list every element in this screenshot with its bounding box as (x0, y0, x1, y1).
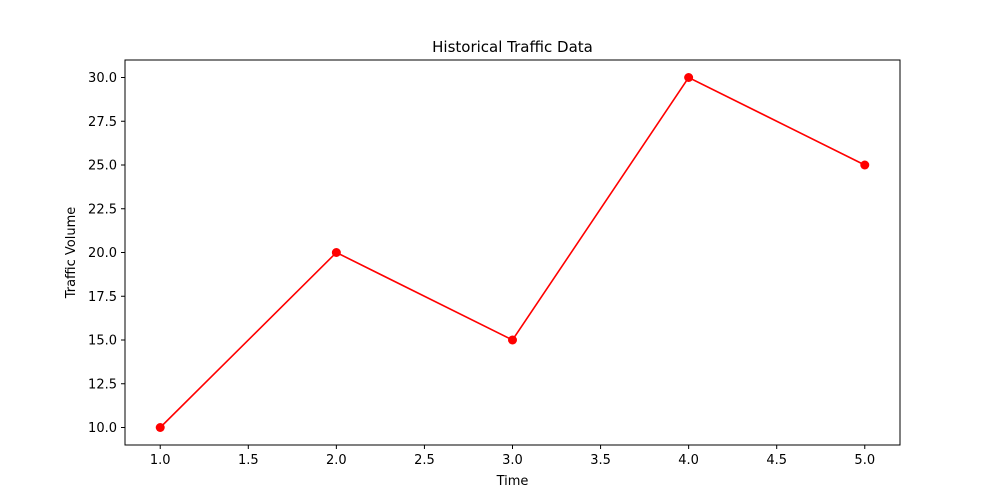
x-axis: 1.0 1.5 2.0 2.5 3.0 3.5 4.0 4.5 5.0 (150, 445, 875, 468)
plot-area (155, 73, 870, 432)
x-tick-label: 1.0 (150, 453, 171, 468)
data-point (331, 248, 341, 257)
y-axis: 10.0 12.5 15.0 17.5 20.0 22.5 25.0 27.5 30.0 (88, 71, 125, 436)
data-point (860, 160, 870, 170)
x-tick-label: 3.5 (590, 453, 611, 468)
x-axis-title: Time (496, 474, 529, 489)
plot-frame (124, 59, 901, 446)
x-tick-label: 2.5 (414, 453, 435, 468)
y-axis-title: Traffic Volume (64, 207, 79, 300)
y-tick-label: 30.0 (88, 71, 117, 86)
y-tick-label: 25.0 (88, 159, 117, 174)
y-tick-label: 20.0 (88, 246, 117, 261)
x-tick-label: 4.0 (678, 453, 699, 468)
y-tick-label: 22.5 (88, 202, 117, 217)
x-tick-label: 5.0 (854, 453, 875, 468)
x-tick-label: 1.5 (238, 453, 259, 468)
y-tick-label: 15.0 (88, 334, 117, 349)
y-tick-label: 27.5 (88, 115, 117, 130)
x-tick-label: 2.0 (326, 453, 347, 468)
series-line (159, 76, 866, 429)
x-tick-label: 4.5 (766, 453, 787, 468)
x-tick-label: 3.0 (502, 453, 523, 468)
data-point (155, 423, 165, 432)
y-tick-label: 10.0 (88, 421, 117, 436)
y-tick-label: 17.5 (88, 290, 117, 305)
data-point (508, 335, 517, 345)
chart-title: Historical Traffic Data (432, 38, 593, 56)
data-point (684, 73, 694, 82)
y-tick-label: 12.5 (88, 377, 117, 392)
